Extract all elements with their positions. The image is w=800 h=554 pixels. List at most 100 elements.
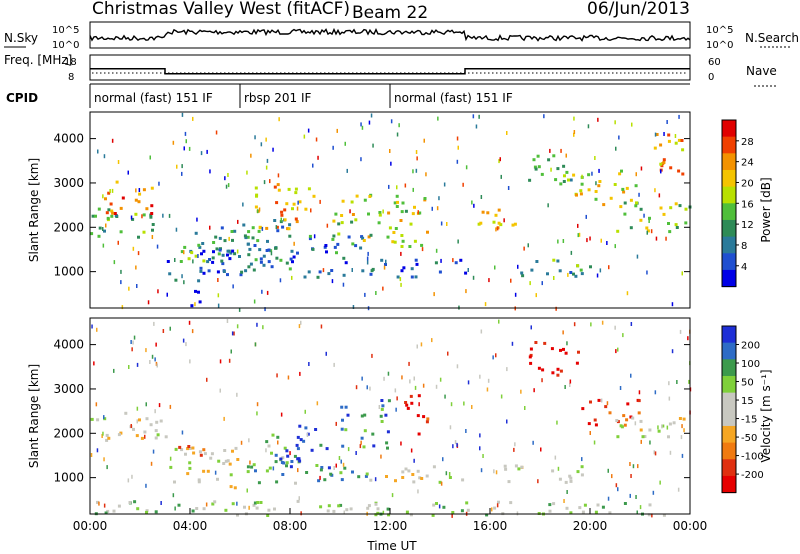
echo-cell xyxy=(290,465,293,468)
echo-cell xyxy=(660,207,663,210)
echo-cell xyxy=(283,208,286,211)
echo-speckle xyxy=(417,345,419,349)
echo-cell xyxy=(114,212,117,215)
echo-cell xyxy=(160,420,163,423)
echo-speckle xyxy=(476,125,478,129)
echo-cell xyxy=(439,271,442,274)
echo-speckle xyxy=(257,402,259,406)
echo-cell xyxy=(350,221,353,224)
echo-speckle xyxy=(550,168,552,172)
echo-speckle xyxy=(181,164,183,168)
echo-speckle xyxy=(163,329,165,333)
echo-speckle xyxy=(462,183,464,187)
echo-cell xyxy=(192,510,195,513)
echo-cell xyxy=(577,470,580,473)
echo-speckle xyxy=(541,378,543,382)
echo-speckle xyxy=(588,124,590,128)
echo-cell xyxy=(442,506,445,509)
echo-cell xyxy=(533,158,536,161)
colorbar-tick-label: 200 xyxy=(741,341,760,352)
echo-speckle xyxy=(614,120,616,124)
echo-speckle xyxy=(310,208,312,212)
echo-speckle xyxy=(503,218,505,222)
echo-cell xyxy=(169,466,172,469)
colorbar-tick-label: 100 xyxy=(741,359,760,370)
echo-speckle xyxy=(422,247,424,251)
echo-speckle xyxy=(598,169,600,173)
echo-cell xyxy=(339,471,342,474)
echo-cell xyxy=(150,204,153,207)
echo-speckle xyxy=(300,511,302,515)
y-tick-label: 3000 xyxy=(53,382,84,396)
echo-cell xyxy=(493,507,496,510)
echo-cell xyxy=(581,272,584,275)
echo-speckle xyxy=(440,378,442,382)
echo-cell xyxy=(260,257,263,260)
echo-speckle xyxy=(379,405,381,409)
echo-speckle xyxy=(382,210,384,214)
echo-cell xyxy=(218,252,221,255)
echo-cell xyxy=(378,211,381,214)
echo-cell xyxy=(106,211,109,214)
echo-cell xyxy=(624,502,627,505)
echo-speckle xyxy=(481,330,483,334)
echo-cell xyxy=(401,210,404,213)
echo-speckle xyxy=(241,441,243,445)
echo-speckle xyxy=(608,265,610,269)
echo-cell xyxy=(387,430,390,433)
echo-speckle xyxy=(457,160,459,164)
echo-cell xyxy=(199,270,202,273)
echo-speckle xyxy=(591,172,593,176)
echo-cell xyxy=(337,233,340,236)
echo-speckle xyxy=(408,362,410,366)
echo-cell xyxy=(220,260,223,263)
freq-left-label: Freq. [MHz] xyxy=(4,53,72,67)
echo-speckle xyxy=(512,342,514,346)
echo-cell xyxy=(295,218,298,221)
echo-cell xyxy=(326,447,329,450)
echo-cell xyxy=(275,257,278,260)
echo-cell xyxy=(387,508,390,511)
echo-speckle xyxy=(134,336,136,340)
echo-speckle xyxy=(501,175,503,179)
echo-speckle xyxy=(170,327,172,331)
echo-cell xyxy=(465,501,468,504)
echo-cell xyxy=(297,436,300,439)
echo-cell xyxy=(412,212,415,215)
echo-cell xyxy=(146,417,149,420)
echo-speckle xyxy=(560,149,562,153)
echo-cell xyxy=(581,465,584,468)
echo-cell xyxy=(367,213,370,216)
echo-speckle xyxy=(608,497,610,501)
echo-speckle xyxy=(415,386,417,390)
echo-cell xyxy=(212,256,215,259)
echo-cell xyxy=(199,300,202,303)
echo-cell xyxy=(569,271,572,274)
echo-cell xyxy=(178,504,181,507)
echo-cell xyxy=(420,244,423,247)
echo-cell xyxy=(233,230,236,233)
echo-speckle xyxy=(574,322,576,326)
echo-cell xyxy=(308,270,311,273)
echo-speckle xyxy=(574,130,576,134)
echo-cell xyxy=(626,402,629,405)
echo-speckle xyxy=(183,280,185,284)
echo-cell xyxy=(392,231,395,234)
echo-speckle xyxy=(450,425,452,429)
echo-speckle xyxy=(666,120,668,124)
echo-speckle xyxy=(299,324,301,328)
echo-cell xyxy=(269,467,272,470)
echo-speckle xyxy=(170,457,172,461)
echo-cell xyxy=(211,261,214,264)
echo-speckle xyxy=(630,374,632,378)
echo-cell xyxy=(317,276,320,279)
echo-cell xyxy=(291,207,294,210)
echo-cell xyxy=(602,506,605,509)
echo-speckle xyxy=(578,233,580,237)
echo-cell xyxy=(271,265,274,268)
echo-speckle xyxy=(670,451,672,455)
echo-cell xyxy=(426,231,429,234)
colorbar-swatch xyxy=(722,187,736,204)
echo-cell xyxy=(675,202,678,205)
echo-speckle xyxy=(262,227,264,231)
